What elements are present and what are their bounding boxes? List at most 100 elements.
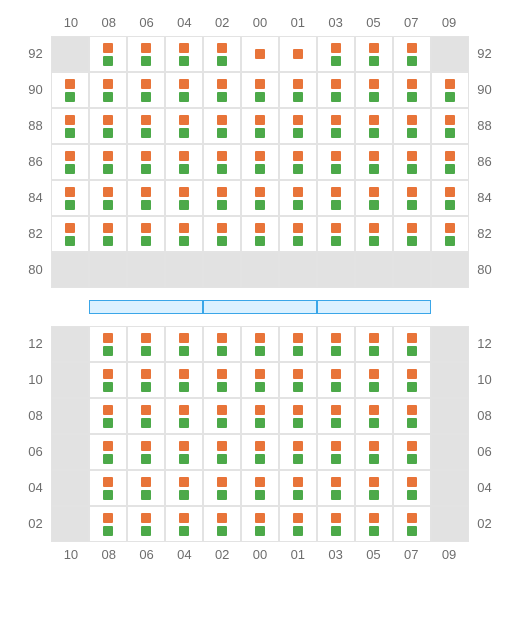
cell[interactable] [279, 72, 317, 108]
cell[interactable] [203, 470, 241, 506]
cell[interactable] [203, 72, 241, 108]
cell[interactable] [355, 36, 393, 72]
cell[interactable] [89, 252, 127, 288]
cell[interactable] [431, 108, 469, 144]
cell[interactable] [393, 108, 431, 144]
cell[interactable] [165, 434, 203, 470]
cell[interactable] [165, 144, 203, 180]
cell[interactable] [241, 180, 279, 216]
cell[interactable] [241, 216, 279, 252]
cell[interactable] [317, 108, 355, 144]
cell[interactable] [317, 72, 355, 108]
cell[interactable] [393, 362, 431, 398]
cell[interactable] [165, 398, 203, 434]
cell[interactable] [431, 506, 469, 542]
cell[interactable] [393, 216, 431, 252]
cell[interactable] [355, 470, 393, 506]
cell[interactable] [279, 216, 317, 252]
cell[interactable] [279, 108, 317, 144]
cell[interactable] [89, 506, 127, 542]
cell[interactable] [355, 398, 393, 434]
cell[interactable] [317, 180, 355, 216]
cell[interactable] [317, 144, 355, 180]
cell[interactable] [165, 36, 203, 72]
cell[interactable] [51, 252, 89, 288]
cell[interactable] [355, 326, 393, 362]
cell[interactable] [127, 434, 165, 470]
cell[interactable] [127, 144, 165, 180]
cell[interactable] [355, 180, 393, 216]
cell[interactable] [355, 144, 393, 180]
cell[interactable] [127, 216, 165, 252]
cell[interactable] [393, 252, 431, 288]
cell[interactable] [89, 108, 127, 144]
cell[interactable] [89, 434, 127, 470]
cell[interactable] [241, 252, 279, 288]
cell[interactable] [127, 108, 165, 144]
cell[interactable] [51, 326, 89, 362]
cell[interactable] [165, 470, 203, 506]
cell[interactable] [355, 72, 393, 108]
cell[interactable] [317, 470, 355, 506]
cell[interactable] [127, 72, 165, 108]
cell[interactable] [89, 470, 127, 506]
cell[interactable] [279, 470, 317, 506]
cell[interactable] [241, 144, 279, 180]
cell[interactable] [393, 470, 431, 506]
cell[interactable] [51, 434, 89, 470]
cell[interactable] [355, 506, 393, 542]
cell[interactable] [241, 398, 279, 434]
cell[interactable] [393, 434, 431, 470]
cell[interactable] [241, 36, 279, 72]
cell[interactable] [393, 326, 431, 362]
cell[interactable] [203, 326, 241, 362]
cell[interactable] [393, 144, 431, 180]
cell[interactable] [127, 252, 165, 288]
cell[interactable] [241, 326, 279, 362]
cell[interactable] [393, 72, 431, 108]
cell[interactable] [279, 398, 317, 434]
cell[interactable] [89, 36, 127, 72]
cell[interactable] [89, 398, 127, 434]
cell[interactable] [165, 72, 203, 108]
cell[interactable] [51, 72, 89, 108]
cell[interactable] [317, 36, 355, 72]
cell[interactable] [165, 506, 203, 542]
cell[interactable] [279, 506, 317, 542]
cell[interactable] [51, 470, 89, 506]
cell[interactable] [127, 326, 165, 362]
cell[interactable] [127, 180, 165, 216]
cell[interactable] [89, 144, 127, 180]
cell[interactable] [203, 434, 241, 470]
cell[interactable] [165, 216, 203, 252]
cell[interactable] [127, 470, 165, 506]
cell[interactable] [431, 398, 469, 434]
cell[interactable] [279, 180, 317, 216]
cell[interactable] [127, 36, 165, 72]
cell[interactable] [241, 506, 279, 542]
cell[interactable] [355, 362, 393, 398]
cell[interactable] [393, 180, 431, 216]
cell[interactable] [165, 180, 203, 216]
cell[interactable] [127, 506, 165, 542]
cell[interactable] [127, 362, 165, 398]
cell[interactable] [203, 216, 241, 252]
cell[interactable] [51, 108, 89, 144]
cell[interactable] [317, 326, 355, 362]
cell[interactable] [393, 36, 431, 72]
cell[interactable] [431, 252, 469, 288]
cell[interactable] [241, 434, 279, 470]
cell[interactable] [203, 506, 241, 542]
cell[interactable] [51, 36, 89, 72]
cell[interactable] [317, 434, 355, 470]
cell[interactable] [89, 326, 127, 362]
cell[interactable] [241, 72, 279, 108]
cell[interactable] [317, 216, 355, 252]
cell[interactable] [431, 144, 469, 180]
cell[interactable] [279, 36, 317, 72]
cell[interactable] [89, 72, 127, 108]
cell[interactable] [89, 216, 127, 252]
cell[interactable] [51, 216, 89, 252]
cell[interactable] [279, 252, 317, 288]
cell[interactable] [317, 506, 355, 542]
